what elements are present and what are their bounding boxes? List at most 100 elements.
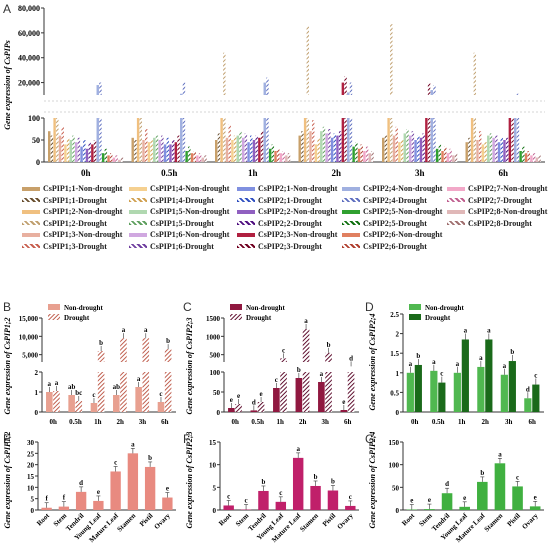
legend-label: Drought — [246, 314, 272, 322]
bar — [371, 151, 374, 162]
x-tick-label: Stamen — [483, 512, 505, 534]
x-tick-label: Ovary — [153, 511, 172, 530]
chart-f: Gene expression of CsPIP2;3 0 5 10 15 c Root c S… — [185, 432, 359, 544]
bar — [516, 93, 520, 95]
bar — [449, 148, 452, 162]
panel-letter-e: E — [3, 432, 12, 446]
y-tick-label: 25 — [27, 450, 35, 458]
legend-item: CsPIP2;4-Drought — [342, 196, 427, 205]
bar — [118, 159, 121, 162]
bar — [519, 151, 522, 162]
bar — [275, 501, 287, 510]
significance-letter: e — [463, 494, 466, 502]
legend-label: CsPIP1;6-Non-drought — [150, 230, 230, 239]
significance-letter: c — [516, 473, 519, 481]
significance-letter: e — [237, 392, 240, 400]
bar — [349, 82, 353, 95]
significance-letter: b — [416, 352, 420, 360]
bar — [514, 118, 517, 162]
bar — [478, 131, 482, 162]
bar — [280, 372, 287, 412]
y-tick-label: 5,000 — [22, 352, 38, 360]
bar — [524, 153, 528, 162]
legend-item: CsPIP2;4-Non-drought — [342, 184, 442, 193]
significance-letter: a — [320, 370, 324, 378]
legend-item: CsPIP1;4-Non-drought — [129, 184, 229, 193]
legend-a: CsPIP1;1-Non-drought CsPIP1;1-Drought CsPI… — [22, 180, 550, 300]
y-tick-label: 15 — [27, 473, 35, 481]
bar — [166, 137, 169, 162]
legend-swatch — [409, 304, 421, 310]
bar — [142, 372, 150, 412]
bar — [414, 140, 417, 162]
bar — [495, 135, 498, 162]
bar — [535, 157, 539, 162]
bar — [400, 140, 404, 162]
bar — [363, 151, 366, 162]
bar — [453, 372, 461, 412]
bar — [228, 124, 231, 162]
bar — [309, 131, 312, 162]
y-tick-label: 30 — [27, 439, 35, 447]
y-tick-label: 100 — [389, 462, 400, 470]
legend-swatch — [48, 314, 60, 320]
bar — [177, 135, 180, 162]
significance-letter: e — [410, 497, 413, 505]
bar — [306, 118, 310, 162]
y-tick-label: 0 — [217, 409, 221, 417]
bar — [419, 137, 423, 162]
y-tick-label: 1 — [396, 370, 400, 378]
significance-letter: e — [342, 398, 345, 406]
bar — [217, 133, 221, 162]
bar — [349, 118, 353, 162]
significance-letter: b — [297, 366, 301, 374]
legend-label: Non-drought — [246, 304, 285, 312]
bar — [408, 135, 412, 162]
bar — [527, 151, 530, 162]
legend-item: CsPIP2;5-Non-drought — [342, 207, 442, 216]
bar — [347, 372, 355, 412]
bar — [185, 151, 188, 162]
legend-swatch — [342, 232, 360, 237]
significance-letter: a — [432, 358, 436, 366]
legend-label: CsPIP2;5-Non-drought — [363, 207, 443, 216]
bar — [497, 142, 501, 162]
bar — [110, 471, 121, 510]
bar — [134, 140, 137, 162]
bar — [279, 153, 283, 162]
bar — [142, 140, 145, 162]
bar — [465, 142, 468, 162]
bar — [345, 505, 356, 510]
bar — [530, 155, 533, 162]
significance-letter: a — [304, 317, 308, 325]
bar — [454, 153, 458, 162]
legend-item: CsPIP2;6-Non-drought — [342, 230, 442, 239]
bar — [110, 153, 113, 162]
significance-letter: bc — [75, 389, 82, 397]
y-axis-label: Gene expression of CsPIP2;3 — [185, 317, 194, 414]
legend-label: CsPIP2;2-Drought — [258, 218, 322, 228]
bar — [344, 76, 347, 95]
legend-item: CsPIP2;6-Drought — [342, 242, 427, 251]
x-tick-label: 1h — [248, 168, 258, 178]
bar — [494, 463, 506, 510]
bar — [241, 137, 245, 162]
legend-label: CsPIP2;3-Drought — [258, 241, 322, 251]
y-tick-label: 1 — [35, 389, 39, 397]
x-tick-label: Root — [35, 511, 51, 527]
legend-swatch — [48, 304, 60, 310]
significance-letter: b — [166, 337, 170, 345]
bar — [476, 140, 479, 162]
bar — [155, 135, 159, 162]
bar — [511, 118, 514, 162]
bar — [318, 382, 325, 412]
bar — [461, 339, 469, 412]
significance-letter: a — [487, 326, 491, 334]
bar — [325, 372, 332, 412]
bar — [75, 491, 87, 510]
bar — [395, 126, 398, 162]
x-tick-label: Ovary — [520, 511, 539, 530]
bar — [444, 146, 447, 162]
bar — [46, 392, 53, 412]
bar — [252, 140, 256, 162]
